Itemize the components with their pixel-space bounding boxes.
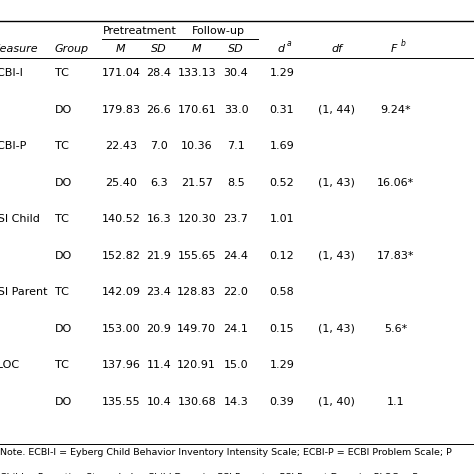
Text: PSI Parent: PSI Parent [0,287,47,298]
Text: 1.29: 1.29 [270,360,294,371]
Text: TC: TC [55,141,68,152]
Text: TC: TC [55,214,68,225]
Text: DO: DO [55,105,72,115]
Text: 17.83*: 17.83* [377,251,415,261]
Text: SD: SD [151,44,167,54]
Text: 120.30: 120.30 [177,214,216,225]
Text: (1, 43): (1, 43) [318,251,355,261]
Text: 140.52: 140.52 [101,214,140,225]
Text: 1.1: 1.1 [387,397,405,407]
Text: 171.04: 171.04 [101,68,140,79]
Text: 1.69: 1.69 [270,141,294,152]
Text: Note. ECBI-I = Eyberg Child Behavior Inventory Intensity Scale; ECBI-P = ECBI Pr: Note. ECBI-I = Eyberg Child Behavior Inv… [0,448,452,457]
Text: 133.13: 133.13 [177,68,216,79]
Text: 22.0: 22.0 [224,287,248,298]
Text: 155.65: 155.65 [177,251,216,261]
Text: 142.09: 142.09 [101,287,140,298]
Text: 10.36: 10.36 [181,141,212,152]
Text: 24.1: 24.1 [224,324,248,334]
Text: PSI Child: PSI Child [0,214,39,225]
Text: DO: DO [55,178,72,188]
Text: 135.55: 135.55 [101,397,140,407]
Text: DO: DO [55,397,72,407]
Text: M: M [192,44,201,54]
Text: 22.43: 22.43 [105,141,137,152]
Text: M: M [116,44,126,54]
Text: DO: DO [55,324,72,334]
Text: 26.6: 26.6 [146,105,171,115]
Text: TC: TC [55,287,68,298]
Text: (1, 40): (1, 40) [318,397,355,407]
Text: 8.5: 8.5 [227,178,245,188]
Text: 0.12: 0.12 [270,251,294,261]
Text: b: b [401,39,405,47]
Text: TC: TC [55,360,68,371]
Text: 28.4: 28.4 [146,68,171,79]
Text: 1.01: 1.01 [270,214,294,225]
Text: 128.83: 128.83 [177,287,216,298]
Text: F: F [391,44,397,54]
Text: 130.68: 130.68 [177,397,216,407]
Text: 170.61: 170.61 [177,105,216,115]
Text: 152.82: 152.82 [101,251,140,261]
Text: 0.31: 0.31 [270,105,294,115]
Text: 7.0: 7.0 [150,141,168,152]
Text: Group: Group [55,44,89,54]
Text: 24.4: 24.4 [224,251,248,261]
Text: 10.4: 10.4 [146,397,171,407]
Text: (1, 43): (1, 43) [318,178,355,188]
Text: 179.83: 179.83 [101,105,140,115]
Text: PLOC: PLOC [0,360,19,371]
Text: 23.7: 23.7 [224,214,248,225]
Text: 16.06*: 16.06* [377,178,414,188]
Text: 11.4: 11.4 [146,360,171,371]
Text: 33.0: 33.0 [224,105,248,115]
Text: df: df [331,44,342,54]
Text: 21.9: 21.9 [146,251,171,261]
Text: 149.70: 149.70 [177,324,216,334]
Text: 153.00: 153.00 [101,324,140,334]
Text: 20.9: 20.9 [146,324,171,334]
Text: 0.58: 0.58 [270,287,294,298]
Text: (1, 44): (1, 44) [318,105,355,115]
Text: 9.24*: 9.24* [381,105,411,115]
Text: 6.3: 6.3 [150,178,168,188]
Text: Follow-up: Follow-up [191,26,245,36]
Text: 23.4: 23.4 [146,287,171,298]
Text: 21.57: 21.57 [181,178,213,188]
Text: 1.29: 1.29 [270,68,294,79]
Text: 16.3: 16.3 [146,214,171,225]
Text: 7.1: 7.1 [227,141,245,152]
Text: 5.6*: 5.6* [384,324,408,334]
Text: 14.3: 14.3 [224,397,248,407]
Text: Measure: Measure [0,44,38,54]
Text: 0.52: 0.52 [270,178,294,188]
Text: SD: SD [228,44,244,54]
Text: 30.4: 30.4 [224,68,248,79]
Text: (1, 43): (1, 43) [318,324,355,334]
Text: 120.91: 120.91 [177,360,216,371]
Text: 25.40: 25.40 [105,178,137,188]
Text: Pretreatment: Pretreatment [103,26,177,36]
Text: d: d [277,44,284,54]
Text: ECBI-I: ECBI-I [0,68,23,79]
Text: TC: TC [55,68,68,79]
Text: a: a [287,39,292,47]
Text: Child = Parenting Stress Index Child Domain; PSI Parent = PSI Parent Domain; PLO: Child = Parenting Stress Index Child Dom… [0,473,439,474]
Text: 137.96: 137.96 [101,360,140,371]
Text: 0.39: 0.39 [270,397,294,407]
Text: 0.15: 0.15 [270,324,294,334]
Text: 15.0: 15.0 [224,360,248,371]
Text: DO: DO [55,251,72,261]
Text: ECBI-P: ECBI-P [0,141,27,152]
